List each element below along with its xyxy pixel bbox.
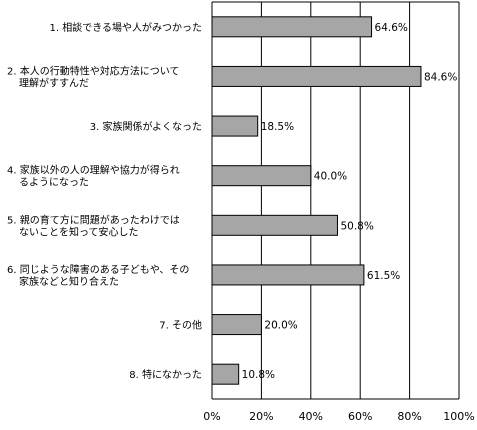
category-labels: 1. 相談できる場や人がみつかった 2. 本人の行動特性や対応方法について理解がす… xyxy=(7,21,202,381)
category-label: 1. 相談できる場や人がみつかった xyxy=(49,21,202,34)
bar xyxy=(211,165,312,187)
bar xyxy=(211,264,365,286)
x-tick-label: 60% xyxy=(348,410,372,423)
category-label: 6. 同じような障害のある子どもや、その xyxy=(7,263,189,276)
data-label: 40.0% xyxy=(314,171,347,183)
data-label: 84.6% xyxy=(424,71,457,83)
category-label: 5. 親の育て方に問題があったわけでは xyxy=(7,213,180,226)
grid xyxy=(211,1,460,400)
data-label: 18.5% xyxy=(261,121,294,133)
data-label: 10.8% xyxy=(242,369,275,381)
category-label: るようになった xyxy=(19,177,89,189)
x-tick-label: 40% xyxy=(299,410,323,423)
category-label: 理解がすすんだ xyxy=(19,76,89,89)
bar xyxy=(211,16,373,38)
x-axis-ticks: 0% 20% 40% 60% 80% 100% xyxy=(203,410,474,423)
x-tick-label: 100% xyxy=(443,410,474,423)
bar xyxy=(211,363,240,385)
category-label: 家族などと知り合えた xyxy=(19,275,119,288)
bar xyxy=(211,115,259,137)
category-label: 2. 本人の行動特性や対応方法について xyxy=(7,64,179,77)
bar xyxy=(211,314,262,336)
data-label: 20.0% xyxy=(264,320,297,332)
category-label: 8. 特になかった xyxy=(129,369,202,381)
x-tick-label: 0% xyxy=(203,410,220,423)
x-tick-label: 80% xyxy=(397,410,421,423)
x-tick-label: 20% xyxy=(249,410,273,423)
data-label: 50.8% xyxy=(340,220,373,232)
bar xyxy=(211,65,422,87)
data-label: 61.5% xyxy=(367,270,400,282)
data-label: 64.6% xyxy=(375,22,408,34)
category-label: ないことを知って安心した xyxy=(19,225,139,238)
category-label: 7. その他 xyxy=(159,319,202,332)
bars xyxy=(211,16,422,385)
bar xyxy=(211,214,338,236)
category-label: 3. 家族関係がよくなった xyxy=(90,120,202,133)
value-labels: 64.6% 84.6% 18.5% 40.0% 50.8% 61.5% 20.0% 10.8% xyxy=(242,22,458,381)
category-label: 4. 家族以外の人の理解や協力が得られ xyxy=(7,164,180,177)
